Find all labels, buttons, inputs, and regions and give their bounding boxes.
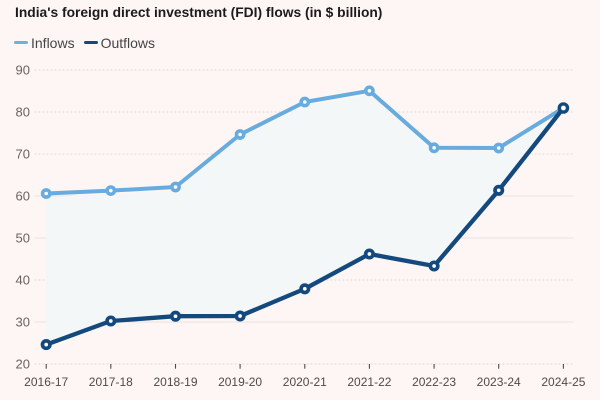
svg-text:2018-19: 2018-19 xyxy=(153,375,197,389)
svg-text:70: 70 xyxy=(16,147,30,162)
svg-text:2016-17: 2016-17 xyxy=(24,375,68,389)
svg-text:80: 80 xyxy=(16,105,30,120)
svg-text:2017-18: 2017-18 xyxy=(89,375,133,389)
svg-text:2024-25: 2024-25 xyxy=(541,375,585,389)
svg-text:40: 40 xyxy=(16,273,30,288)
svg-text:50: 50 xyxy=(16,231,30,246)
svg-text:20: 20 xyxy=(16,357,30,372)
svg-text:2022-23: 2022-23 xyxy=(412,375,456,389)
svg-text:30: 30 xyxy=(16,315,30,330)
svg-text:2020-21: 2020-21 xyxy=(283,375,327,389)
svg-text:2021-22: 2021-22 xyxy=(347,375,391,389)
svg-text:2023-24: 2023-24 xyxy=(477,375,521,389)
svg-text:2019-20: 2019-20 xyxy=(218,375,262,389)
svg-text:60: 60 xyxy=(16,189,30,204)
svg-text:90: 90 xyxy=(16,63,30,78)
